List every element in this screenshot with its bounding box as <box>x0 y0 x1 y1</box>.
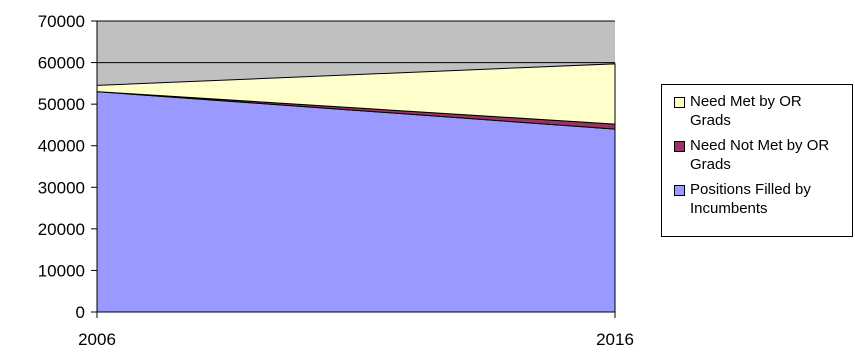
y-tick-label: 70000 <box>38 12 85 31</box>
legend-item-need-met: Need Met by OR Grads <box>674 92 852 130</box>
area-positions-filled-by-incumbents <box>96 91 616 313</box>
area-series <box>96 63 616 313</box>
y-axis-ticks: 0 10000 20000 30000 40000 50000 60000 70000 <box>38 12 97 322</box>
y-tick-label: 60000 <box>38 54 85 73</box>
y-tick-label: 30000 <box>38 178 85 197</box>
legend-item-need-not-met: Need Not Met by OR Grads <box>674 136 852 174</box>
x-tick-label: 2006 <box>78 330 116 349</box>
y-tick-label: 10000 <box>38 261 85 280</box>
legend-label: Need Not Met by OR Grads <box>690 137 830 173</box>
legend: Need Met by OR Grads Need Not Met by OR … <box>661 84 853 237</box>
legend-swatch <box>674 97 685 108</box>
x-axis-ticks: 2006 2016 <box>78 312 634 349</box>
y-tick-label: 0 <box>76 303 85 322</box>
y-tick-label: 40000 <box>38 137 85 156</box>
legend-label: Need Met by OR Grads <box>690 93 802 129</box>
legend-label: Positions Filled by Incumbents <box>690 181 811 217</box>
legend-swatch <box>674 185 685 196</box>
y-tick-label: 50000 <box>38 95 85 114</box>
y-tick-label: 20000 <box>38 220 85 239</box>
axes <box>91 21 615 313</box>
legend-item-incumbents: Positions Filled by Incumbents <box>674 180 852 218</box>
x-tick-label: 2016 <box>596 330 634 349</box>
legend-swatch <box>674 141 685 152</box>
